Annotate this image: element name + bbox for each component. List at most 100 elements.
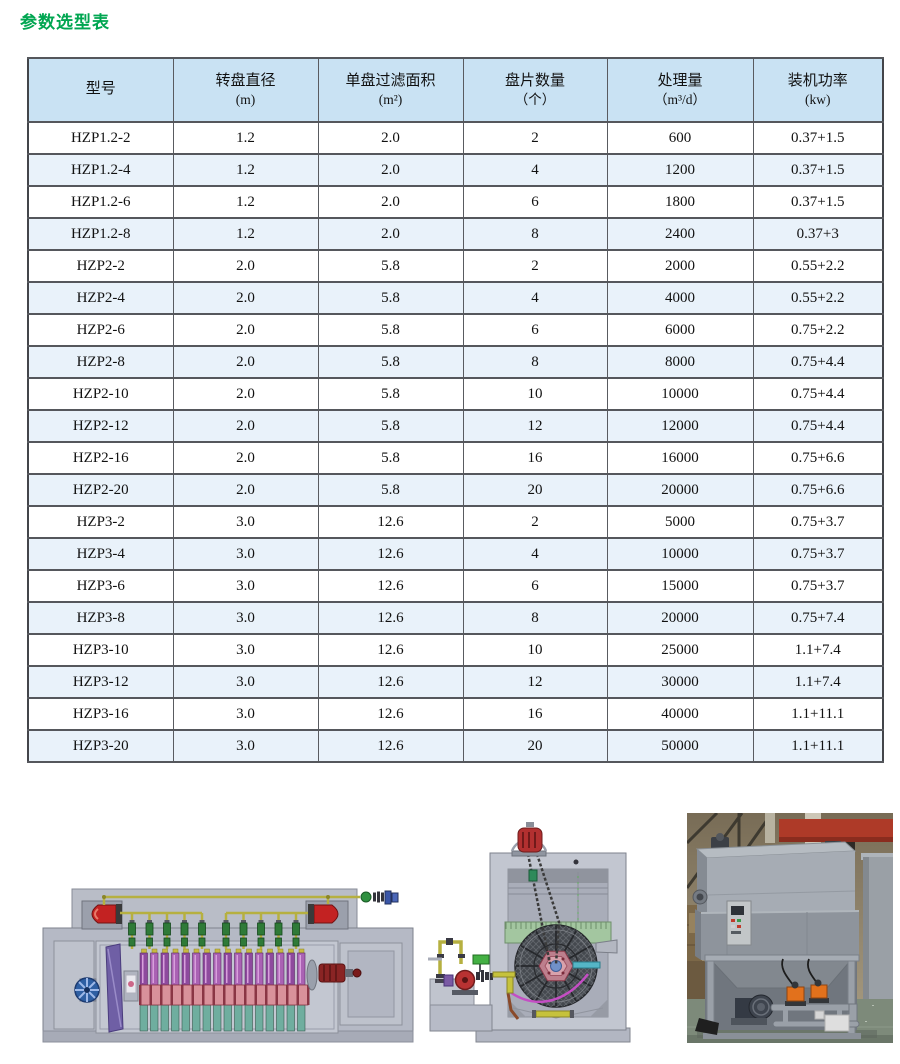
cell-model: HZP3-6	[27, 569, 174, 603]
cell-model: HZP2-4	[27, 281, 174, 315]
cell-power: 0.37+1.5	[752, 121, 884, 155]
cell-power: 0.75+6.6	[752, 473, 884, 507]
cell-disc-count: 2	[462, 505, 608, 539]
cell-disc-diameter: 2.0	[172, 313, 319, 347]
cell-model: HZP1.2-6	[27, 185, 174, 219]
cell-filter-area: 12.6	[317, 665, 464, 699]
cell-disc-count: 12	[462, 665, 608, 699]
table-row: HZP2-6 2.0 5.8 6 6000 0.75+2.2	[27, 313, 884, 347]
cell-disc-diameter: 1.2	[172, 121, 319, 155]
page-title: 参数选型表	[20, 13, 110, 32]
cell-power: 0.75+6.6	[752, 441, 884, 475]
table-row: HZP3-16 3.0 12.6 16 40000 1.1+11.1	[27, 697, 884, 731]
cell-capacity: 2400	[606, 217, 754, 251]
cell-power: 0.75+4.4	[752, 377, 884, 411]
col-header-model: 型号	[27, 57, 174, 123]
col-header-capacity: 处理量 （m³/d）	[606, 57, 754, 123]
cell-model: HZP2-2	[27, 249, 174, 283]
table-row: HZP3-12 3.0 12.6 12 30000 1.1+7.4	[27, 665, 884, 699]
cell-filter-area: 2.0	[317, 217, 464, 251]
table-row: HZP2-4 2.0 5.8 4 4000 0.55+2.2	[27, 281, 884, 315]
cell-disc-count: 20	[462, 729, 608, 763]
cell-disc-count: 2	[462, 249, 608, 283]
cell-capacity: 5000	[606, 505, 754, 539]
table-row: HZP3-2 3.0 12.6 2 5000 0.75+3.7	[27, 505, 884, 539]
cell-power: 0.75+4.4	[752, 409, 884, 443]
cell-capacity: 30000	[606, 665, 754, 699]
cell-power: 1.1+7.4	[752, 633, 884, 667]
cell-capacity: 10000	[606, 537, 754, 571]
cell-capacity: 10000	[606, 377, 754, 411]
cell-capacity: 1800	[606, 185, 754, 219]
cell-disc-count: 8	[462, 217, 608, 251]
cell-disc-count: 4	[462, 537, 608, 571]
cell-capacity: 8000	[606, 345, 754, 379]
cell-disc-diameter: 2.0	[172, 249, 319, 283]
table-row: HZP2-12 2.0 5.8 12 12000 0.75+4.4	[27, 409, 884, 443]
cell-disc-diameter: 2.0	[172, 345, 319, 379]
cell-disc-diameter: 2.0	[172, 473, 319, 507]
figure-side-view	[40, 883, 425, 1050]
cell-power: 0.37+1.5	[752, 153, 884, 187]
cell-disc-diameter: 3.0	[172, 729, 319, 763]
cell-filter-area: 12.6	[317, 633, 464, 667]
cell-capacity: 4000	[606, 281, 754, 315]
cell-power: 0.55+2.2	[752, 281, 884, 315]
table-row: HZP3-20 3.0 12.6 20 50000 1.1+11.1	[27, 729, 884, 763]
cell-filter-area: 5.8	[317, 441, 464, 475]
cell-disc-count: 8	[462, 345, 608, 379]
table-row: HZP2-20 2.0 5.8 20 20000 0.75+6.6	[27, 473, 884, 507]
spec-table: 型号 转盘直径 (m) 单盘过滤面积 (m²) 盘片数量 （个） 处理量	[27, 57, 884, 763]
cell-capacity: 50000	[606, 729, 754, 763]
cell-capacity: 15000	[606, 569, 754, 603]
cell-filter-area: 5.8	[317, 377, 464, 411]
cell-power: 0.75+4.4	[752, 345, 884, 379]
disc-filter-product-photo	[687, 813, 893, 1043]
cell-disc-diameter: 3.0	[172, 633, 319, 667]
figure-photo	[687, 813, 893, 1043]
table-row: HZP2-8 2.0 5.8 8 8000 0.75+4.4	[27, 345, 884, 379]
cell-model: HZP2-8	[27, 345, 174, 379]
col-header-disc-count: 盘片数量 （个）	[462, 57, 608, 123]
cell-capacity: 2000	[606, 249, 754, 283]
cell-disc-count: 16	[462, 441, 608, 475]
cell-disc-count: 2	[462, 121, 608, 155]
cell-disc-count: 12	[462, 409, 608, 443]
cell-power: 0.55+2.2	[752, 249, 884, 283]
cell-filter-area: 5.8	[317, 409, 464, 443]
cell-disc-diameter: 3.0	[172, 537, 319, 571]
cell-capacity: 16000	[606, 441, 754, 475]
cell-filter-area: 12.6	[317, 569, 464, 603]
cell-filter-area: 2.0	[317, 185, 464, 219]
cell-model: HZP2-10	[27, 377, 174, 411]
cell-disc-count: 8	[462, 601, 608, 635]
cell-filter-area: 2.0	[317, 153, 464, 187]
cell-power: 0.75+7.4	[752, 601, 884, 635]
cell-filter-area: 12.6	[317, 601, 464, 635]
cell-power: 1.1+7.4	[752, 665, 884, 699]
cell-disc-count: 10	[462, 377, 608, 411]
table-row: HZP2-2 2.0 5.8 2 2000 0.55+2.2	[27, 249, 884, 283]
cell-capacity: 600	[606, 121, 754, 155]
cell-disc-diameter: 3.0	[172, 569, 319, 603]
table-row: HZP3-8 3.0 12.6 8 20000 0.75+7.4	[27, 601, 884, 635]
cell-filter-area: 2.0	[317, 121, 464, 155]
cell-disc-diameter: 2.0	[172, 441, 319, 475]
cell-disc-diameter: 3.0	[172, 601, 319, 635]
cell-disc-count: 6	[462, 313, 608, 347]
cell-capacity: 20000	[606, 473, 754, 507]
disc-filter-side-view-drawing	[42, 888, 414, 1043]
cell-filter-area: 5.8	[317, 345, 464, 379]
table-row: HZP3-6 3.0 12.6 6 15000 0.75+3.7	[27, 569, 884, 603]
table-row: HZP1.2-4 1.2 2.0 4 1200 0.37+1.5	[27, 153, 884, 187]
spec-table-header-row: 型号 转盘直径 (m) 单盘过滤面积 (m²) 盘片数量 （个） 处理量	[27, 57, 884, 123]
cell-model: HZP3-12	[27, 665, 174, 699]
cell-disc-count: 6	[462, 185, 608, 219]
cell-power: 0.75+3.7	[752, 569, 884, 603]
cell-filter-area: 5.8	[317, 473, 464, 507]
cell-disc-count: 4	[462, 153, 608, 187]
cell-power: 1.1+11.1	[752, 729, 884, 763]
cell-disc-count: 10	[462, 633, 608, 667]
cell-disc-diameter: 1.2	[172, 185, 319, 219]
